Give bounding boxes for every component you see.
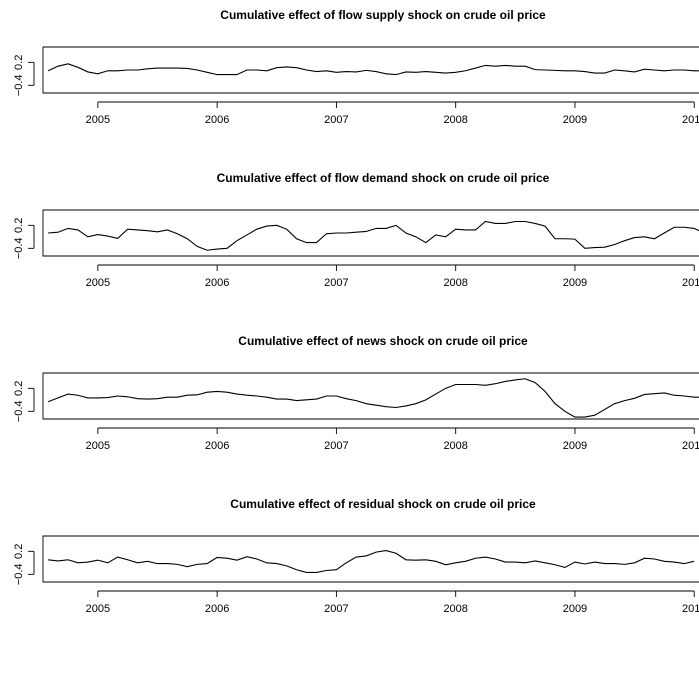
x-tick-label: 2010: [682, 603, 699, 615]
chart-panel-3: Cumulative effect of news shock on crude…: [13, 334, 699, 452]
y-tick-label: −0.4: [13, 400, 25, 422]
chart-title: Cumulative effect of flow supply shock o…: [220, 8, 546, 22]
x-tick-label: 2009: [563, 440, 587, 452]
x-tick-label: 2008: [443, 114, 467, 126]
y-tick-label: 0.2: [13, 218, 25, 233]
plot-frame: [42, 209, 699, 257]
chart-panel-4: Cumulative effect of residual shock on c…: [13, 497, 699, 615]
chart-panel-1: Cumulative effect of flow supply shock o…: [13, 8, 699, 126]
x-tick-label: 2009: [563, 277, 587, 289]
y-tick-label: 0.2: [13, 55, 25, 70]
y-tick-label: −0.4: [13, 237, 25, 259]
x-tick-label: 2010: [682, 440, 699, 452]
series-line-1: [47, 63, 699, 76]
x-tick-label: 2010: [682, 277, 699, 289]
x-tick-label: 2005: [86, 114, 110, 126]
x-tick-label: 2010: [682, 114, 699, 126]
y-tick-label: 0.2: [13, 381, 25, 396]
x-tick-label: 2007: [324, 114, 348, 126]
x-tick-label: 2007: [324, 603, 348, 615]
series-line-1: [48, 550, 695, 573]
x-tick-label: 2005: [86, 277, 110, 289]
plot-frame: [42, 372, 699, 420]
y-tick-label: 0.2: [13, 544, 25, 559]
x-tick-label: 2006: [205, 603, 229, 615]
plot-frame: [42, 535, 699, 583]
x-tick-label: 2006: [205, 440, 229, 452]
chart-title: Cumulative effect of flow demand shock o…: [217, 171, 550, 185]
x-tick-label: 2005: [86, 440, 110, 452]
x-tick-label: 2009: [563, 114, 587, 126]
x-tick-label: 2008: [443, 277, 467, 289]
x-tick-label: 2009: [563, 603, 587, 615]
x-tick-label: 2008: [443, 440, 467, 452]
plot-frame: [42, 46, 699, 94]
x-tick-label: 2007: [324, 277, 348, 289]
x-tick-label: 2006: [205, 114, 229, 126]
series-line-1: [47, 378, 699, 418]
chart-title: Cumulative effect of residual shock on c…: [230, 497, 536, 511]
x-tick-label: 2006: [205, 277, 229, 289]
x-tick-label: 2008: [443, 603, 467, 615]
chart-panel-2: Cumulative effect of flow demand shock o…: [13, 171, 699, 289]
chart-title: Cumulative effect of news shock on crude…: [238, 334, 528, 348]
y-tick-label: −0.4: [13, 563, 25, 585]
y-tick-label: −0.4: [13, 74, 25, 96]
x-tick-label: 2007: [324, 440, 348, 452]
x-tick-label: 2005: [86, 603, 110, 615]
series-line-1: [48, 220, 699, 251]
